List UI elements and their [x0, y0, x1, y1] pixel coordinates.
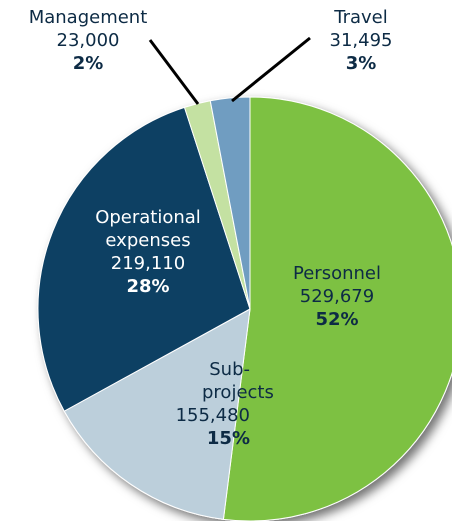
amount: 23,000 [56, 30, 120, 51]
pct: 52% [315, 309, 359, 330]
name: Sub-projects [202, 359, 274, 403]
pie-slice [37, 106, 251, 412]
name: Travel [334, 7, 388, 28]
name: Operational expenses [95, 207, 201, 251]
pct: 15% [206, 428, 250, 449]
pie-slice [222, 96, 452, 521]
pct: 2% [72, 53, 104, 74]
pie [37, 96, 452, 521]
name: Management [28, 7, 148, 28]
pie-slice [63, 308, 251, 520]
pct: 3% [345, 53, 377, 74]
amount: 529,679 [299, 286, 375, 307]
slice-label: Sub-projects 155,480 15% [110, 358, 274, 450]
slice-label: Travel 31,495 3% [306, 6, 416, 75]
pie-slice [209, 96, 251, 310]
slice-label: Management 23,000 2% [18, 6, 158, 75]
name: Personnel [293, 263, 381, 284]
amount: 219,110 [110, 253, 186, 274]
leader-line [148, 39, 200, 105]
pct: 28% [126, 276, 170, 297]
leader-line [231, 36, 311, 103]
amount: 155,480 [175, 405, 250, 426]
amount: 31,495 [329, 30, 393, 51]
slice-label: Personnel 529,679 52% [272, 262, 402, 331]
slice-label: Operational expenses 219,110 28% [60, 206, 236, 298]
